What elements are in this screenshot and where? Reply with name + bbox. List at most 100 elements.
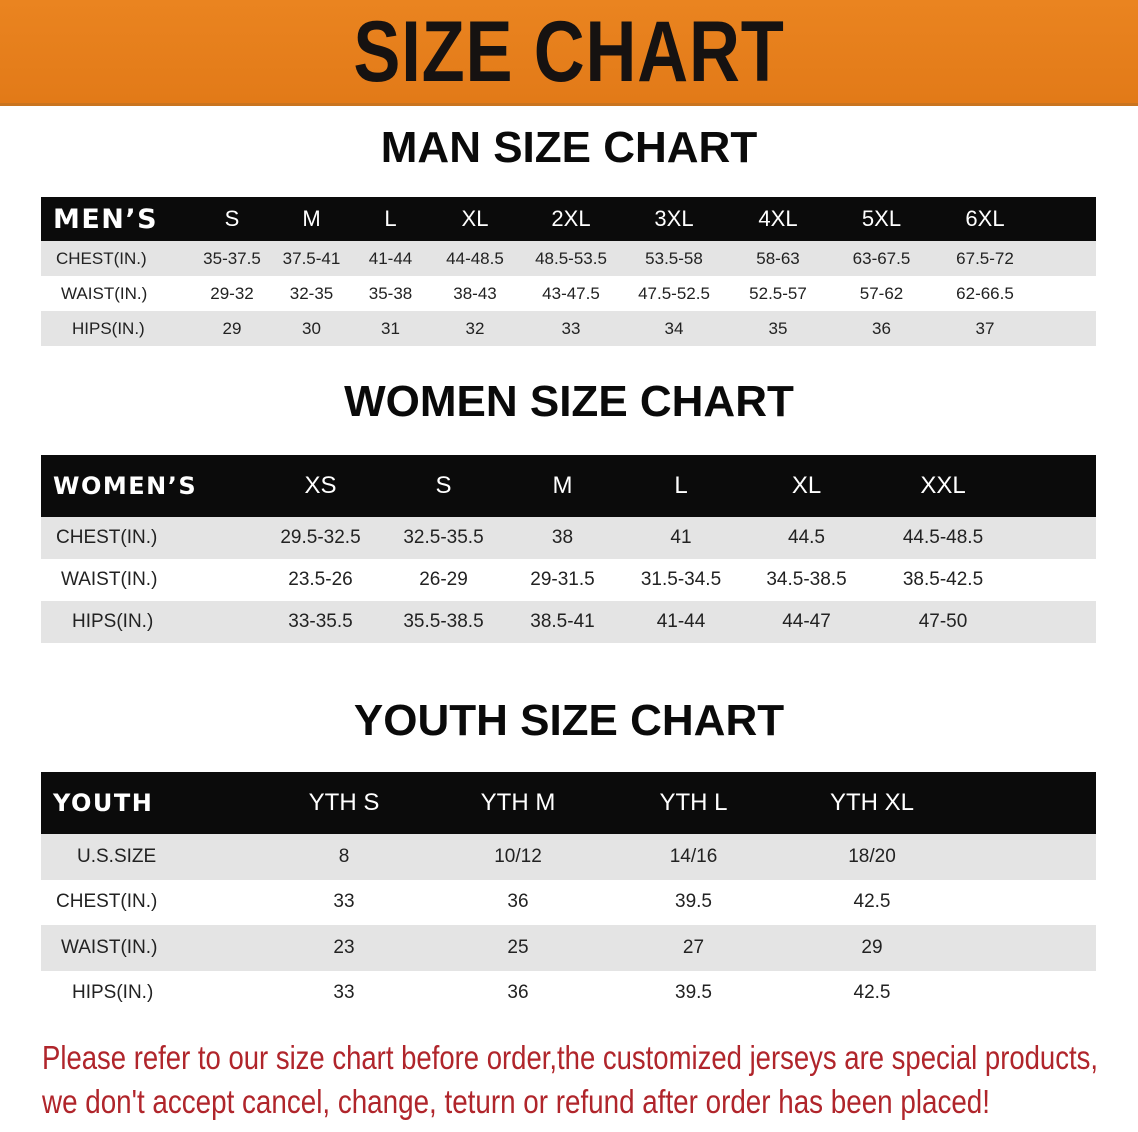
measurement-cell: 58-63: [756, 248, 800, 268]
size-header: XL: [791, 472, 822, 499]
measurement-cell: 30: [302, 318, 321, 338]
row-label: HIPS(IN.): [72, 982, 154, 1004]
measurement-cell: 8: [338, 845, 350, 867]
measurement-cell: 36: [872, 318, 891, 338]
table-row: CHEST(IN.) 35-37.5 37.5-41 41-44 44-48.5 48.5…: [41, 241, 1096, 276]
women-section-title: WOMEN SIZE CHART: [344, 377, 794, 426]
measurement-cell: 34.5-38.5: [766, 569, 847, 590]
measurement-cell: 39.5: [675, 891, 712, 913]
measurement-cell: 57-62: [859, 283, 904, 303]
banner: SIZE CHART: [0, 0, 1138, 106]
measurement-cell: 32.5-35.5: [403, 527, 484, 548]
measurement-cell: 44-48.5: [446, 248, 504, 268]
measurement-cell: 25: [507, 936, 529, 958]
size-header: L: [384, 206, 397, 231]
measurement-cell: 35-38: [368, 283, 413, 303]
table-row: WAIST(IN.) 23 25 27 29: [41, 925, 1096, 971]
size-header: YTH S: [308, 789, 380, 816]
measurement-cell: 14/16: [669, 845, 718, 867]
measurement-cell: 23.5-26: [288, 569, 353, 590]
measurement-cell: 33-35.5: [288, 611, 353, 632]
measurement-cell: 47-50: [918, 611, 968, 632]
size-header: M: [302, 206, 321, 231]
measurement-cell: 32-35: [289, 283, 334, 303]
row-label: WAIST(IN.): [61, 283, 148, 303]
measurement-cell: 29-31.5: [530, 569, 595, 590]
row-label: HIPS(IN.): [72, 611, 154, 632]
measurement-cell: 53.5-58: [645, 248, 703, 268]
size-header: XXL: [920, 472, 966, 499]
table-header-row: WOMEN’S XS S M L XL XXL: [41, 455, 1096, 517]
measurement-cell: 29: [861, 936, 883, 958]
women-size-table: WOMEN’S XS S M L XL XXL CHEST(IN.) 29.5-32.5 32.5…: [41, 455, 1096, 643]
measurement-cell: 10/12: [494, 845, 542, 867]
measurement-cell: 37.5-41: [282, 248, 341, 268]
measurement-cell: 29-32: [210, 283, 254, 303]
table-row: CHEST(IN.) 33 36 39.5 42.5: [41, 879, 1096, 925]
measurement-cell: 33: [561, 318, 581, 338]
size-header: 6XL: [965, 206, 1005, 231]
size-header: YTH XL: [829, 789, 915, 816]
measurement-cell: 42.5: [853, 982, 891, 1004]
size-header: M: [552, 472, 573, 499]
order-notice: Please refer to our size chart before or…: [42, 1036, 1138, 1124]
table-title: WOMEN’S: [53, 472, 198, 500]
table-title: YOUTH: [53, 789, 154, 817]
measurement-cell: 67.5-72: [956, 248, 1014, 268]
measurement-cell: 29: [222, 318, 242, 338]
measurement-cell: 42.5: [853, 891, 891, 913]
measurement-cell: 33: [333, 982, 355, 1004]
table-row: WAIST(IN.) 23.5-26 26-29 29-31.5 31.5-34.5 34…: [41, 559, 1096, 601]
measurement-cell: 38.5-41: [530, 611, 595, 632]
table-row: CHEST(IN.) 29.5-32.5 32.5-35.5 38 41 44.5 44.5…: [41, 517, 1096, 559]
measurement-cell: 48.5-53.5: [535, 248, 607, 268]
row-label: CHEST(IN.): [56, 248, 147, 268]
measurement-cell: 34: [664, 318, 684, 338]
table-title: MEN’S: [53, 203, 159, 235]
table-row: WAIST(IN.) 29-32 32-35 35-38 38-43 43-47.5 47.…: [41, 276, 1096, 311]
measurement-cell: 26-29: [419, 569, 468, 590]
measurement-cell: 36: [507, 982, 529, 1004]
table-row: HIPS(IN.) 29 30 31 32 33 34 35 36 37: [41, 311, 1096, 346]
measurement-cell: 29.5-32.5: [280, 527, 361, 548]
measurement-cell: 38-43: [453, 283, 497, 303]
row-label: CHEST(IN.): [56, 891, 158, 913]
row-label: WAIST(IN.): [61, 569, 158, 590]
measurement-cell: 35-37.5: [203, 248, 261, 268]
measurement-cell: 43-47.5: [542, 283, 600, 303]
size-header: XL: [461, 206, 489, 231]
youth-section-title: YOUTH SIZE CHART: [353, 696, 785, 745]
measurement-cell: 41: [670, 527, 692, 548]
measurement-cell: 47.5-52.5: [638, 283, 710, 303]
size-header: 2XL: [551, 206, 591, 231]
measurement-cell: 32: [465, 318, 485, 338]
table-row: U.S.SIZE 8 10/12 14/16 18/20: [41, 834, 1096, 880]
size-header: 5XL: [861, 206, 902, 231]
measurement-cell: 44.5: [788, 527, 825, 548]
notice-line-2: we don't accept cancel, change, teturn o…: [42, 1083, 990, 1120]
measurement-cell: 38: [551, 527, 574, 548]
measurement-cell: 36: [507, 891, 529, 913]
measurement-cell: 37: [975, 318, 995, 338]
men-section-title: MAN SIZE CHART: [380, 123, 758, 172]
measurement-cell: 39.5: [675, 982, 712, 1004]
table-row: HIPS(IN.) 33 36 39.5 42.5: [41, 970, 1096, 1016]
table-header-row: MEN’S S M L XL 2XL 3XL 4XL 5XL 6XL: [41, 197, 1096, 241]
row-label: U.S.SIZE: [77, 845, 157, 867]
measurement-cell: 35.5-38.5: [403, 611, 484, 632]
measurement-cell: 52.5-57: [749, 283, 807, 303]
measurement-cell: 41-44: [368, 248, 413, 268]
measurement-cell: 18/20: [848, 845, 896, 867]
notice-line-1: Please refer to our size chart before or…: [42, 1039, 1098, 1076]
measurement-cell: 63-67.5: [852, 248, 911, 268]
table-header-row: YOUTH YTH S YTH M YTH L YTH XL: [41, 772, 1096, 834]
measurement-cell: 38.5-42.5: [902, 569, 984, 590]
measurement-cell: 41-44: [656, 611, 706, 632]
measurement-cell: 35: [768, 318, 788, 338]
size-header: 3XL: [654, 206, 694, 231]
row-label: WAIST(IN.): [61, 936, 158, 958]
size-header: XS: [304, 472, 337, 499]
men-size-table: MEN’S S M L XL 2XL 3XL 4XL 5XL 6XL CHEST(IN.) 35-37…: [41, 197, 1096, 346]
size-header: S: [224, 206, 240, 231]
table-row: HIPS(IN.) 33-35.5 35.5-38.5 38.5-41 41-44 44-…: [41, 601, 1096, 643]
